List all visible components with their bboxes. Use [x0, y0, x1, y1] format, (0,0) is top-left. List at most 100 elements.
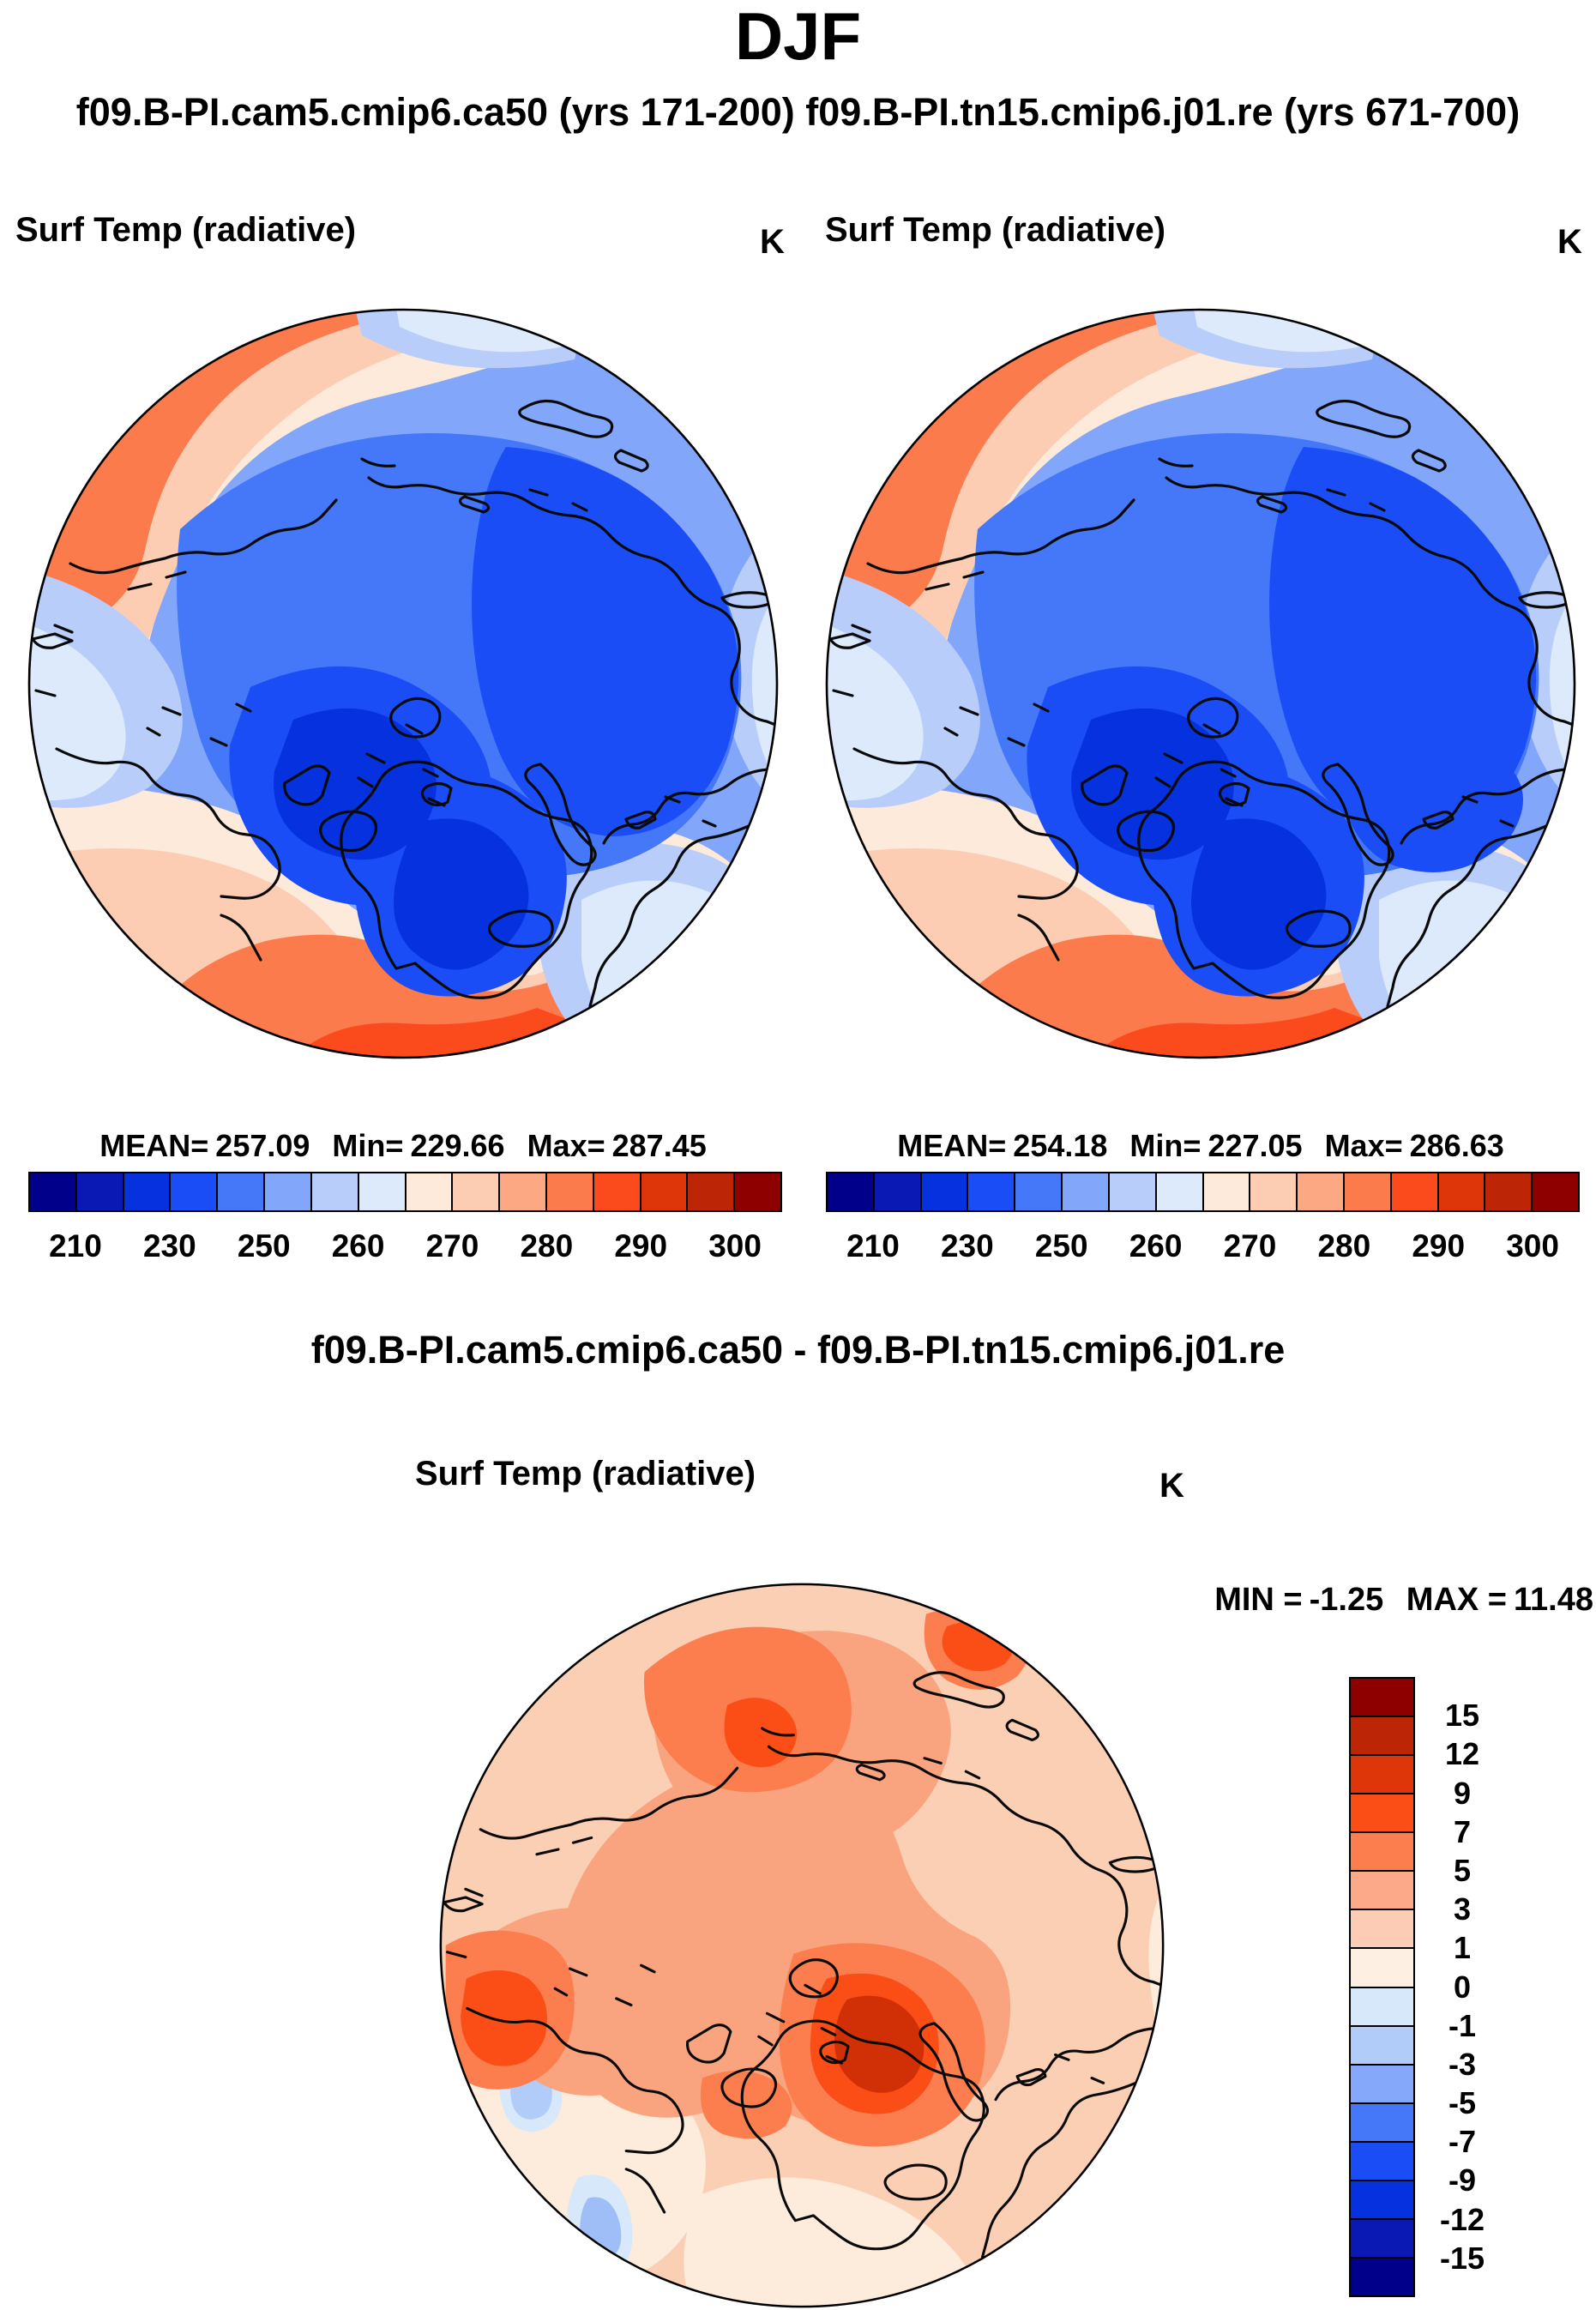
- colorbar-segment: [1391, 1173, 1439, 1210]
- min-label: Min= 229.66: [332, 1128, 505, 1163]
- colorbar-segment: [1351, 1833, 1413, 1873]
- colorbar-tick-label: -9: [1448, 2162, 1476, 2198]
- colorbar-segment: [1351, 1679, 1413, 1718]
- colorbar-tick-label: 9: [1453, 1775, 1472, 1811]
- colorbar-segment: [1250, 1173, 1298, 1210]
- stats-case2: MEAN= 254.18 Min= 227.05 Max= 286.63: [823, 1129, 1578, 1163]
- colorbar-segment: [688, 1173, 736, 1210]
- colorbar-segment: [76, 1173, 124, 1210]
- colorbar-segment: [1438, 1173, 1486, 1210]
- map-case2: [823, 306, 1578, 1061]
- panel2-title: Surf Temp (radiative): [825, 211, 1166, 249]
- colorbar-segment: [641, 1173, 689, 1210]
- colorbar-segment: [1351, 1949, 1413, 1988]
- colorbar-tick-label: 270: [1223, 1228, 1277, 1264]
- colorbar-segment: [1203, 1173, 1251, 1210]
- min-label: MIN = -1.25: [1214, 1582, 1384, 1618]
- mean-label: MEAN= 254.18: [897, 1128, 1108, 1163]
- colorbar-tick-label: 300: [708, 1228, 762, 1264]
- colorbar-segment: [1351, 1987, 1413, 2027]
- colorbar-segment: [735, 1173, 780, 1210]
- colorbar-segment: [828, 1173, 875, 1210]
- colorbar-segment: [30, 1173, 77, 1210]
- panel3-units: K: [1159, 1467, 1184, 1505]
- colorbar-tick-label: -5: [1448, 2085, 1476, 2121]
- colorbar-segment: [1156, 1173, 1204, 1210]
- colorbar-segment: [358, 1173, 407, 1210]
- colorbar-tick-label: -12: [1439, 2201, 1485, 2237]
- min-label: Min= 227.05: [1129, 1128, 1303, 1163]
- colorbar-tick-label: 1: [1453, 1930, 1472, 1966]
- colorbar-segment: [1063, 1173, 1110, 1210]
- colorbar-segment: [500, 1173, 547, 1210]
- max-label: Max= 286.63: [1324, 1128, 1504, 1163]
- colorbar-case2: [826, 1172, 1580, 1212]
- colorbar-tick-label: 12: [1444, 1736, 1480, 1772]
- colorbar-segment: [1351, 1872, 1413, 1911]
- colorbar-segment: [311, 1173, 359, 1210]
- colorbar-tick-label: 15: [1444, 1698, 1480, 1734]
- colorbar-segment: [1351, 1794, 1413, 1834]
- panel1-units: K: [760, 223, 785, 261]
- max-label: MAX = 11.48: [1406, 1582, 1593, 1618]
- polar-map-case2: [825, 308, 1576, 1059]
- colorbar-tick-label: 230: [142, 1228, 196, 1264]
- colorbar-tick-label: 210: [49, 1228, 102, 1264]
- colorbar-tick-label: 260: [1129, 1228, 1183, 1264]
- colorbar-segment: [546, 1173, 594, 1210]
- colorbar-tick-label: 290: [1412, 1228, 1466, 1264]
- colorbar-case1-ticks: 210 230 250 260 270 280 290 300: [28, 1228, 782, 1264]
- colorbar-segment: [1351, 2142, 1413, 2181]
- colorbar-segment: [1015, 1173, 1063, 1210]
- colorbar-segment: [1344, 1173, 1392, 1210]
- map-case1: [26, 306, 780, 1061]
- colorbar-tick-label: 280: [520, 1228, 574, 1264]
- colorbar-segment: [1351, 2103, 1413, 2143]
- colorbar-tick-label: 250: [1034, 1228, 1088, 1264]
- colorbar-case2-ticks: 210 230 250 260 270 280 290 300: [826, 1228, 1580, 1264]
- colorbar-segment: [593, 1173, 641, 1210]
- colorbar-segment: [1485, 1173, 1533, 1210]
- colorbar-tick-label: -15: [1439, 2240, 1485, 2276]
- colorbar-segment: [1351, 1756, 1413, 1795]
- colorbar-segment: [874, 1173, 922, 1210]
- colorbar-segment: [1109, 1173, 1157, 1210]
- colorbar-tick-label: 290: [614, 1228, 668, 1264]
- colorbar-segment: [406, 1173, 454, 1210]
- colorbar-segment: [171, 1173, 219, 1210]
- stats-case1: MEAN= 257.09 Min= 229.66 Max= 287.45: [26, 1129, 780, 1163]
- colorbar-segment: [1533, 1173, 1578, 1210]
- colorbar-tick-label: -7: [1448, 2124, 1476, 2160]
- colorbar-segment: [1351, 2219, 1413, 2259]
- colorbar-segment: [921, 1173, 969, 1210]
- panel1-title: Surf Temp (radiative): [15, 211, 357, 249]
- colorbar-segment: [968, 1173, 1016, 1210]
- colorbar-segment: [1351, 2065, 1413, 2104]
- colorbar-segment: [218, 1173, 266, 1210]
- colorbar-case1: [28, 1172, 782, 1212]
- colorbar-diff-ticks: 15 12 9 7 5 3 1 0 -1 -3 -5 -7 -9 -12 -15: [1424, 1677, 1501, 2297]
- colorbar-tick-label: 300: [1506, 1228, 1559, 1264]
- diff-title: f09.B-PI.cam5.cmip6.ca50 - f09.B-PI.tn15…: [310, 1328, 1286, 1372]
- colorbar-segment: [1351, 2026, 1413, 2066]
- page-subtitle: f09.B-PI.cam5.cmip6.ca50 (yrs 171-200) f…: [75, 90, 1521, 134]
- page-title: DJF: [734, 0, 862, 74]
- polar-map-case1: [27, 308, 779, 1059]
- colorbar-tick-label: 270: [425, 1228, 479, 1264]
- panel3-title: Surf Temp (radiative): [415, 1455, 756, 1493]
- max-label: Max= 287.45: [527, 1128, 707, 1163]
- colorbar-segment: [123, 1173, 172, 1210]
- colorbar-segment: [1351, 2180, 1413, 2220]
- colorbar-tick-label: 5: [1453, 1852, 1472, 1888]
- colorbar-segment: [1351, 1910, 1413, 1950]
- panel2-units: K: [1557, 223, 1582, 261]
- colorbar-tick-label: 3: [1453, 1891, 1472, 1927]
- colorbar-segment: [1351, 1717, 1413, 1757]
- mean-label: MEAN= 257.09: [99, 1128, 310, 1163]
- colorbar-tick-label: 250: [237, 1228, 291, 1264]
- colorbar-tick-label: 260: [331, 1228, 385, 1264]
- colorbar-diff: [1349, 1677, 1415, 2297]
- colorbar-tick-label: -3: [1448, 2046, 1476, 2082]
- stats-diff: MIN = -1.25 MAX = 11.48: [1201, 1582, 1593, 1619]
